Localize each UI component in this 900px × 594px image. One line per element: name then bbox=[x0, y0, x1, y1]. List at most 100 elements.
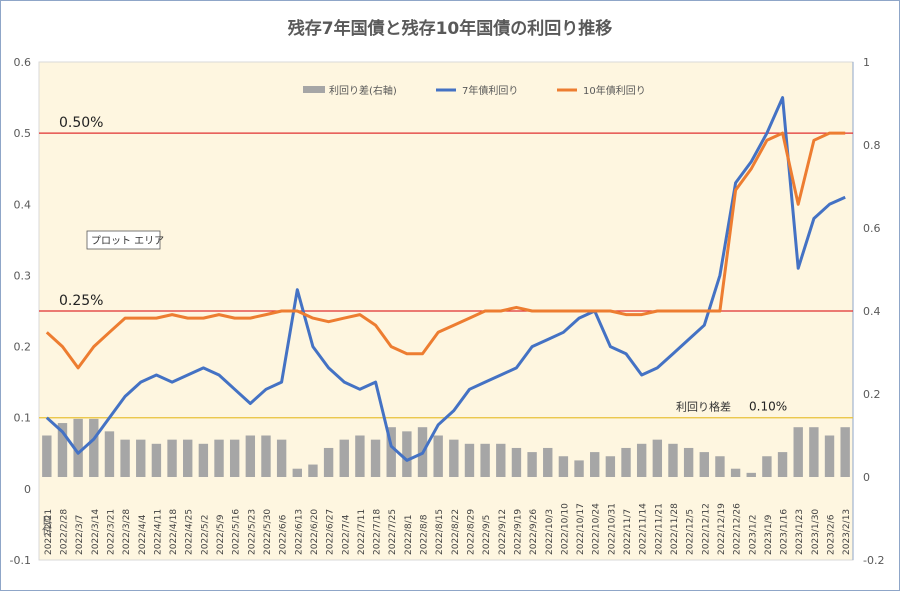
x-tick-label: 2022/10/3 bbox=[545, 509, 555, 555]
x-tick-label: 2022/4/11 bbox=[153, 509, 163, 555]
spread-bar bbox=[402, 431, 412, 477]
x-tick-label: 2022/7/18 bbox=[373, 509, 383, 555]
spread-bar bbox=[370, 439, 381, 477]
chart-title: 残存7年国債と残存10年国債の利回り推移 bbox=[288, 18, 613, 39]
x-tick-label: 2023/1/30 bbox=[811, 509, 821, 555]
spread-bar bbox=[527, 452, 537, 477]
right-tick-label: 0.4 bbox=[863, 305, 881, 318]
x-tick-label: 2022/12/19 bbox=[717, 503, 727, 555]
spread-bar bbox=[699, 452, 709, 477]
spread-bar bbox=[198, 443, 209, 477]
spread-bar bbox=[449, 439, 459, 477]
x-tick-label: 2022/5/9 bbox=[216, 514, 226, 555]
spread-bar bbox=[261, 435, 271, 477]
spread-bar bbox=[433, 435, 443, 477]
x-tick-label: 2022/6/13 bbox=[294, 509, 304, 555]
spread-bar bbox=[590, 452, 600, 477]
spread-bar bbox=[151, 443, 162, 477]
legend-label: 7年債利回り bbox=[462, 84, 518, 97]
spread-bar bbox=[746, 472, 756, 477]
spread-bar bbox=[840, 427, 850, 477]
left-axis: 0.6 0.5 0.4 0.3 0.2 0.1 0 -0.1 bbox=[10, 56, 31, 567]
x-tick-label: 2022/4/4 bbox=[138, 514, 148, 555]
spread-bar bbox=[558, 456, 569, 477]
spread-bar bbox=[355, 435, 365, 477]
x-tick-label: 2023/2/6 bbox=[827, 514, 837, 555]
spread-bar bbox=[762, 456, 772, 477]
left-tick-label: -0.1 bbox=[10, 554, 31, 567]
spread-bar bbox=[605, 456, 616, 477]
x-tick-label: 2022/9/26 bbox=[529, 509, 539, 555]
x-tick-label: 2022/2/21 bbox=[44, 509, 54, 555]
spread-bar bbox=[245, 435, 256, 477]
x-tick-label: 2023/1/23 bbox=[795, 509, 805, 555]
x-tick-label: 2022/5/30 bbox=[263, 509, 273, 555]
x-tick-label: 2022/12/5 bbox=[686, 509, 696, 555]
spread-bar bbox=[89, 418, 99, 477]
x-tick-label: 2023/1/2 bbox=[748, 515, 758, 555]
right-tick-label: 0 bbox=[863, 471, 870, 484]
x-tick-label: 2022/8/29 bbox=[466, 509, 476, 555]
x-tick-label: 2022/9/5 bbox=[482, 515, 492, 555]
spread-bar bbox=[683, 447, 694, 477]
reference-line-label: 0.25% bbox=[59, 293, 103, 309]
spread-bar bbox=[229, 439, 240, 477]
reference-line-label: 利回り格差 bbox=[676, 400, 731, 414]
x-tick-label: 2022/10/31 bbox=[607, 503, 617, 555]
spread-bar bbox=[511, 447, 522, 477]
x-tick-label: 2022/10/10 bbox=[560, 503, 570, 555]
x-tick-label: 2022/6/6 bbox=[279, 514, 289, 555]
left-tick-label: 0.6 bbox=[14, 56, 32, 69]
x-tick-label: 2022/11/7 bbox=[623, 509, 633, 555]
spread-bar bbox=[777, 452, 788, 477]
plot-area-label: プロット エリア bbox=[91, 235, 164, 247]
right-tick-label: 0.6 bbox=[863, 222, 881, 235]
spread-bar bbox=[292, 468, 302, 477]
spread-bar bbox=[809, 427, 819, 477]
spread-bar bbox=[73, 418, 83, 477]
x-axis-title: 日付 bbox=[40, 515, 52, 536]
left-tick-label: 0 bbox=[24, 483, 31, 496]
left-tick-label: 0.4 bbox=[14, 198, 32, 211]
left-tick-label: 0.2 bbox=[14, 341, 32, 354]
x-tick-label: 2022/7/4 bbox=[341, 514, 351, 555]
x-tick-label: 2022/9/19 bbox=[513, 509, 523, 555]
left-tick-label: 0.5 bbox=[14, 127, 32, 140]
spread-bar bbox=[730, 468, 741, 477]
reference-line-label: 0.50% bbox=[59, 115, 103, 131]
x-tick-label: 2023/1/9 bbox=[764, 514, 774, 555]
right-tick-label: 0.2 bbox=[863, 388, 881, 401]
spread-bar bbox=[543, 447, 553, 477]
legend-label: 10年債利回り bbox=[583, 84, 646, 97]
spread-bar bbox=[323, 447, 334, 477]
x-axis: 2022/2/21 2022/2/28 2022/3/7 2022/3/14 2022/… bbox=[44, 503, 852, 555]
spread-bar bbox=[715, 456, 725, 477]
spread-bar bbox=[57, 423, 68, 477]
x-tick-label: 2022/9/12 bbox=[498, 509, 508, 555]
x-tick-label: 2022/4/25 bbox=[185, 509, 195, 555]
x-tick-label: 2022/2/28 bbox=[59, 509, 69, 555]
spread-bar bbox=[183, 439, 193, 477]
line-7年債利回り bbox=[45, 96, 846, 462]
x-tick-label: 2022/10/17 bbox=[576, 503, 586, 555]
right-axis: 1 0.8 0.6 0.4 0.2 0 -0.2 bbox=[863, 56, 884, 567]
x-tick-label: 2022/8/22 bbox=[451, 509, 461, 555]
left-tick-label: 0.3 bbox=[14, 269, 32, 282]
legend: 利回り差(右軸) 7年債利回り 10年債利回り bbox=[303, 84, 646, 97]
spread-bar bbox=[104, 431, 115, 477]
x-tick-label: 2022/6/27 bbox=[326, 509, 336, 555]
spread-bar bbox=[480, 443, 490, 477]
x-tick-label: 2022/7/25 bbox=[388, 509, 398, 555]
spread-bar bbox=[824, 435, 835, 477]
spread-bar bbox=[652, 439, 663, 477]
x-tick-label: 2022/8/1 bbox=[404, 515, 414, 555]
x-tick-label: 2022/10/24 bbox=[592, 503, 602, 555]
x-tick-label: 2022/3/28 bbox=[122, 509, 132, 555]
legend-label: 利回り差(右軸) bbox=[329, 84, 397, 97]
legend-swatch bbox=[303, 86, 325, 93]
spread-bar bbox=[496, 443, 506, 477]
left-tick-label: 0.1 bbox=[14, 412, 32, 425]
spread-bar bbox=[120, 439, 130, 477]
x-tick-label: 2022/12/12 bbox=[701, 503, 711, 555]
